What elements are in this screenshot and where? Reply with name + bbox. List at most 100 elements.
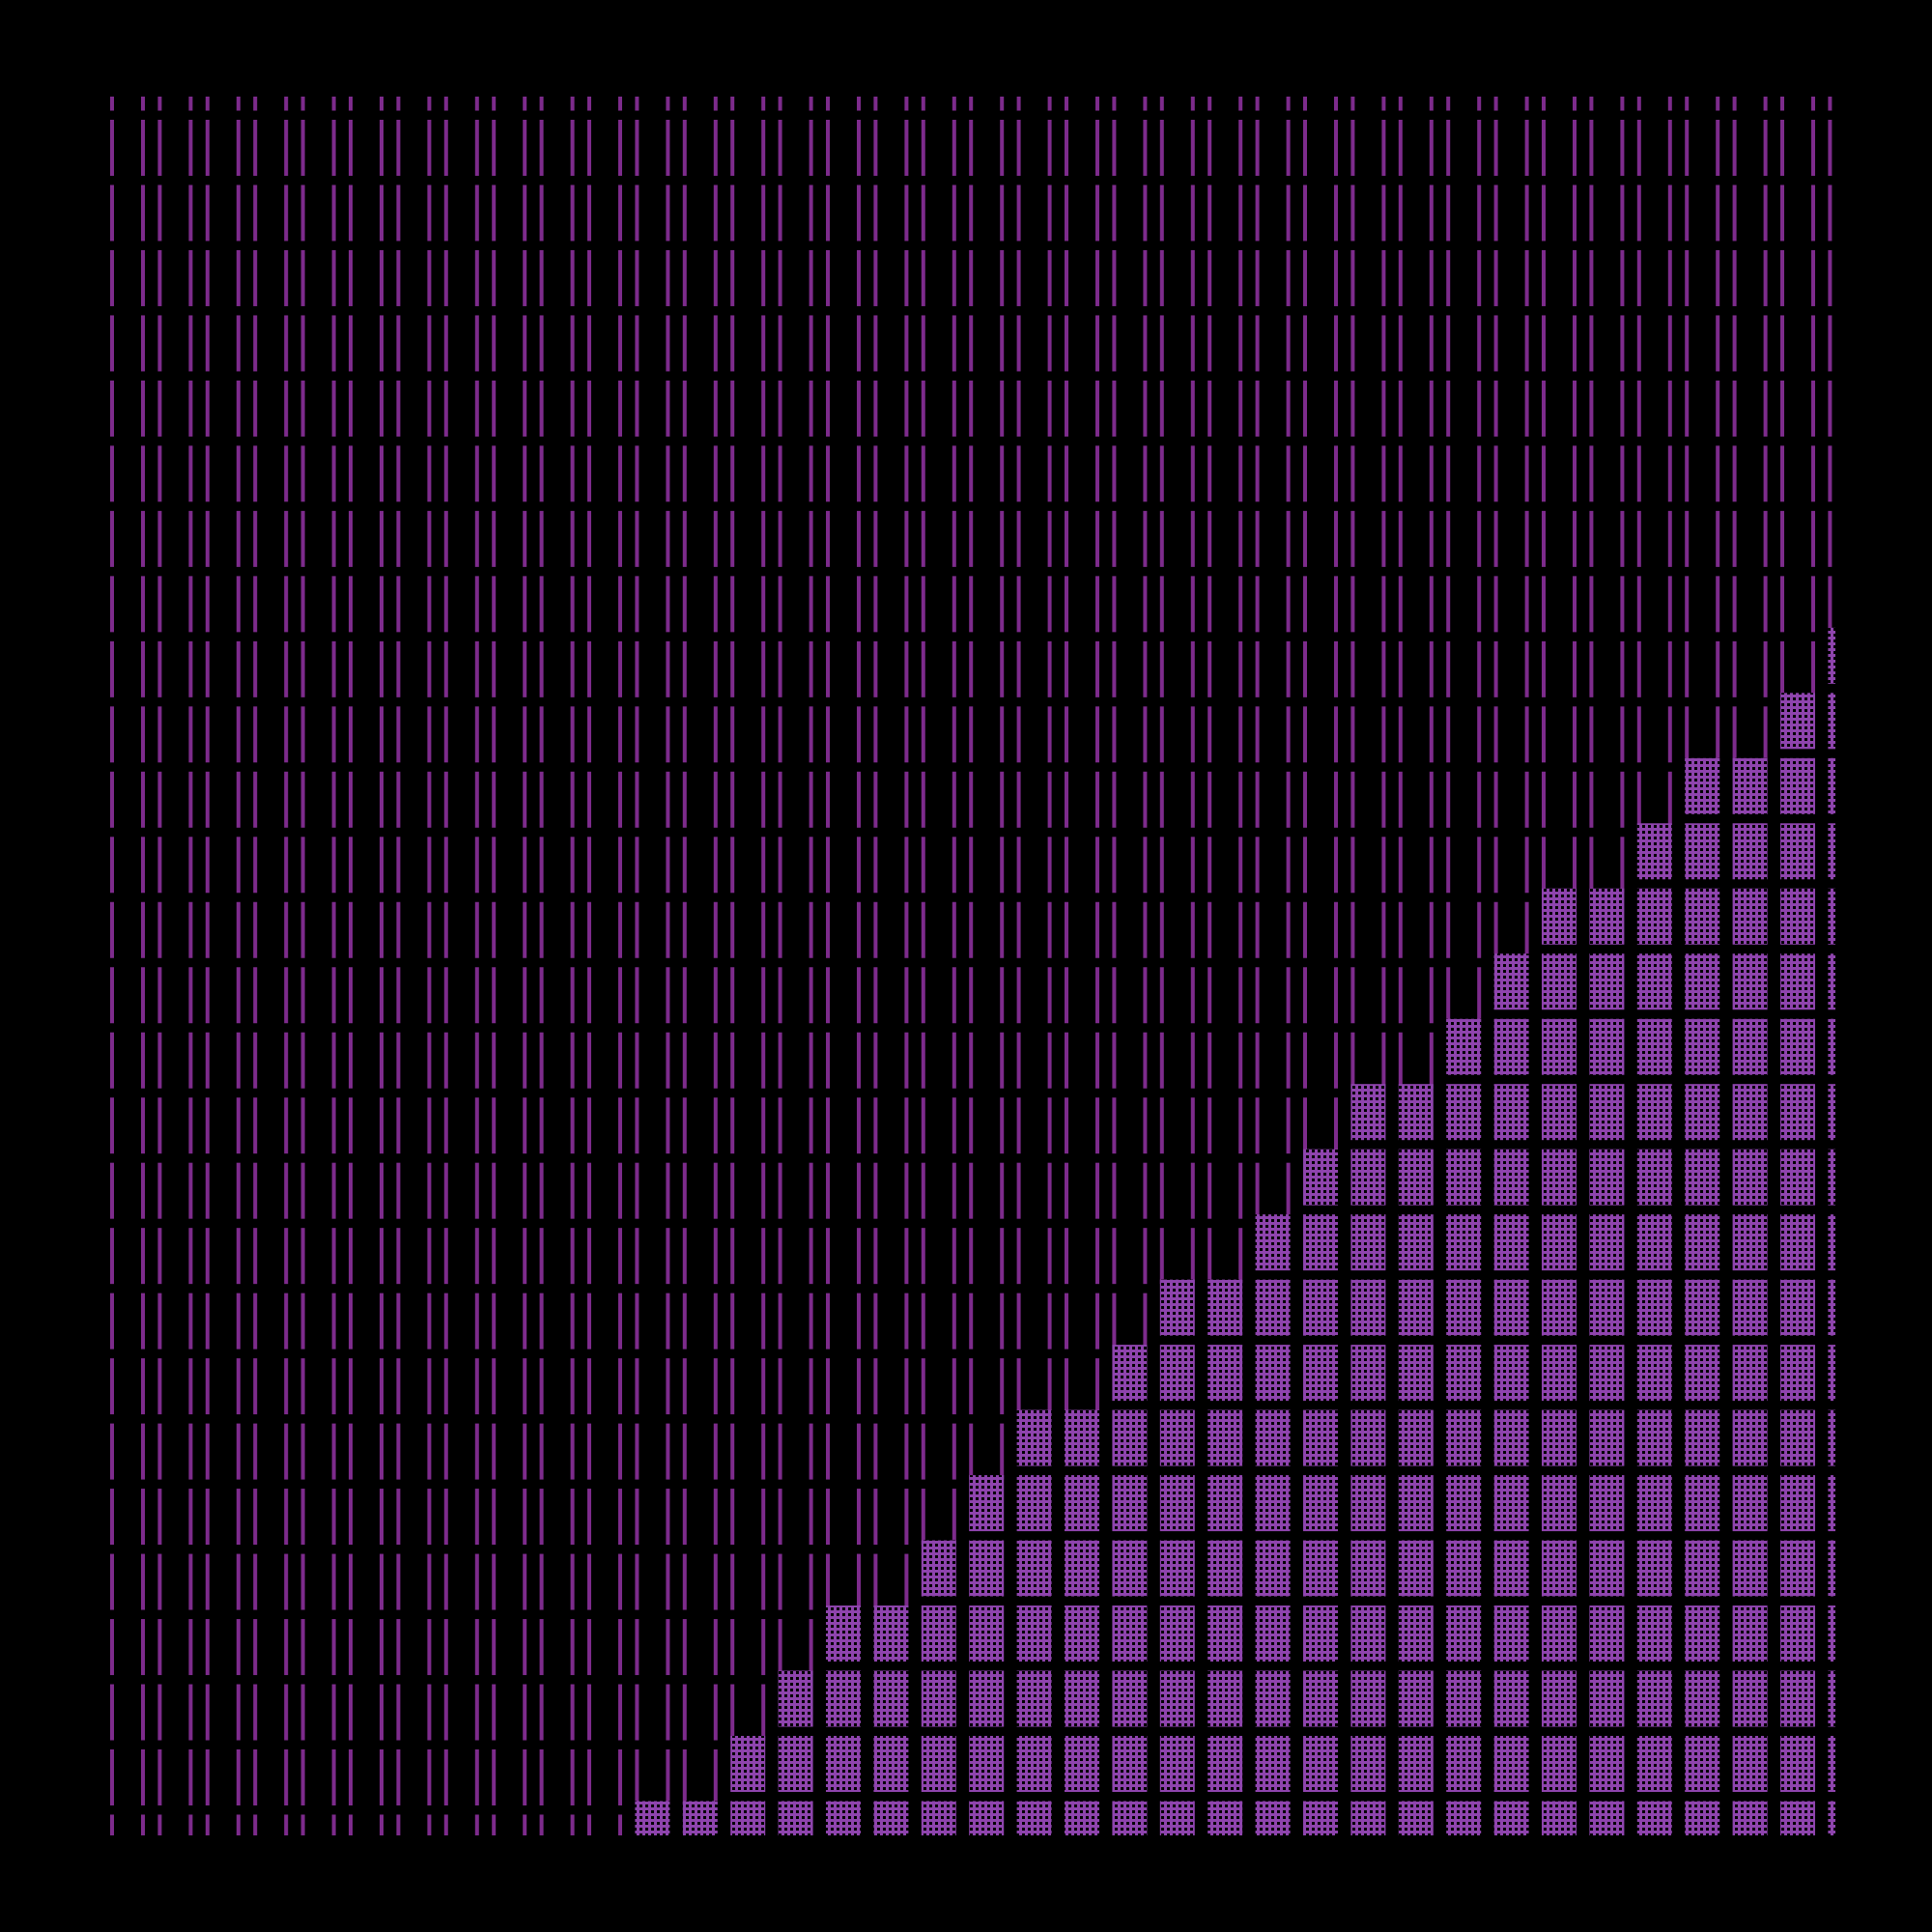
cell-right-edge (809, 97, 813, 111)
filled-cell (1636, 1279, 1672, 1336)
cell-right-edge (1334, 510, 1338, 567)
cell-right-edge (1667, 640, 1672, 697)
cell-left-edge (921, 1423, 925, 1480)
cell-left-edge (157, 120, 162, 176)
cell-right-edge (380, 1553, 384, 1610)
cell-right-edge (380, 1814, 384, 1835)
cell-left-edge (253, 380, 258, 437)
cell-right-edge (1859, 576, 1862, 632)
cell-left-edge (539, 837, 544, 894)
cell-left-edge (349, 1749, 353, 1805)
cell-right-edge (713, 837, 718, 894)
cell-left-edge (778, 901, 782, 958)
cell-right-edge (1095, 1293, 1099, 1350)
cell-left-edge (682, 510, 687, 567)
cell-right-edge (523, 771, 527, 828)
cell-right-edge (1047, 445, 1052, 502)
cell-right-edge (331, 120, 336, 176)
cell-right-edge (427, 1097, 432, 1154)
cell-right-edge (1381, 1032, 1386, 1089)
cell-right-edge (1620, 185, 1625, 242)
cell-left-edge (1016, 706, 1021, 763)
cell-left-edge (1255, 249, 1260, 306)
cell-right-edge (1429, 380, 1434, 437)
cell-left-edge (682, 120, 687, 176)
cell-right-edge (904, 1228, 909, 1285)
cell-left-edge (110, 120, 114, 176)
filled-cell (1732, 1279, 1768, 1336)
cell-right-edge (713, 185, 718, 242)
cell-left-edge (157, 837, 162, 894)
cell-left-edge (110, 1423, 114, 1480)
cell-left-edge (1542, 706, 1546, 763)
cell-right-edge (713, 1489, 718, 1546)
cell-left-edge (1636, 120, 1641, 176)
cell-left-edge (539, 901, 544, 958)
cell-right-edge (1477, 185, 1482, 242)
cell-left-edge (253, 445, 258, 502)
cell-left-edge (349, 640, 353, 697)
cell-right-edge (1477, 901, 1482, 958)
filled-cell (969, 1801, 1005, 1835)
cell-right-edge (1143, 97, 1148, 111)
cell-right-edge (284, 1162, 289, 1219)
cell-left-edge (1112, 97, 1117, 111)
cell-left-edge (492, 1489, 497, 1546)
cell-right-edge (236, 576, 241, 633)
filled-cell (1685, 953, 1720, 1010)
cell-left-edge (1208, 837, 1212, 894)
cell-left-edge (635, 185, 639, 242)
filled-cell (1208, 1279, 1243, 1336)
cell-right-edge (1524, 510, 1529, 567)
cell-right-edge (284, 380, 289, 437)
cell-left-edge (873, 967, 878, 1024)
cell-right-edge (1238, 120, 1243, 176)
cell-right-edge (570, 706, 575, 763)
cell-right-edge (1000, 120, 1005, 176)
cell-right-edge (188, 1293, 193, 1350)
cell-right-edge (1763, 576, 1768, 633)
cell-left-edge (587, 445, 591, 502)
cell-left-edge (253, 837, 258, 894)
cell-left-edge (1255, 315, 1260, 372)
cell-left-edge (1065, 1228, 1068, 1285)
cell-right-edge (1238, 380, 1243, 437)
cell-right-edge (570, 1358, 575, 1415)
cell-right-edge (1524, 771, 1529, 828)
cell-right-edge (952, 1358, 956, 1415)
filled-cell (1446, 1409, 1482, 1466)
cell-left-edge (443, 249, 448, 306)
cell-right-edge (474, 1162, 479, 1219)
cell-left-edge (1828, 97, 1833, 111)
cell-left-edge (1636, 706, 1641, 763)
cell-left-edge (1016, 1032, 1021, 1089)
cell-left-edge (1636, 380, 1641, 437)
filled-cell (1065, 1736, 1099, 1792)
filled-cell (1732, 1670, 1768, 1727)
cell-right-edge (380, 1423, 384, 1480)
cell-left-edge (682, 1749, 687, 1805)
filled-cell (1208, 1736, 1243, 1792)
cell-left-edge (1159, 837, 1164, 894)
cell-left-edge (1493, 249, 1498, 306)
cell-right-edge (1190, 380, 1195, 437)
cell-right-edge (523, 1423, 527, 1480)
cell-left-edge (492, 380, 497, 437)
filled-cell (1636, 1214, 1672, 1271)
cell-right-edge (284, 1358, 289, 1415)
cell-right-edge (523, 1749, 527, 1805)
cell-right-edge (236, 1814, 241, 1835)
cell-right-edge (952, 315, 956, 372)
cell-left-edge (1159, 510, 1164, 567)
cell-right-edge (188, 315, 193, 372)
cell-right-edge (952, 837, 956, 894)
cell-right-edge (857, 249, 861, 306)
cell-right-edge (1143, 1293, 1148, 1350)
cell-left-edge (1255, 1097, 1260, 1154)
cell-left-edge (969, 120, 974, 176)
cell-left-edge (539, 1489, 544, 1546)
cell-left-edge (443, 1097, 448, 1154)
filled-cell (1732, 1475, 1768, 1532)
cell-right-edge (904, 1032, 909, 1089)
cell-right-edge (1334, 185, 1338, 242)
